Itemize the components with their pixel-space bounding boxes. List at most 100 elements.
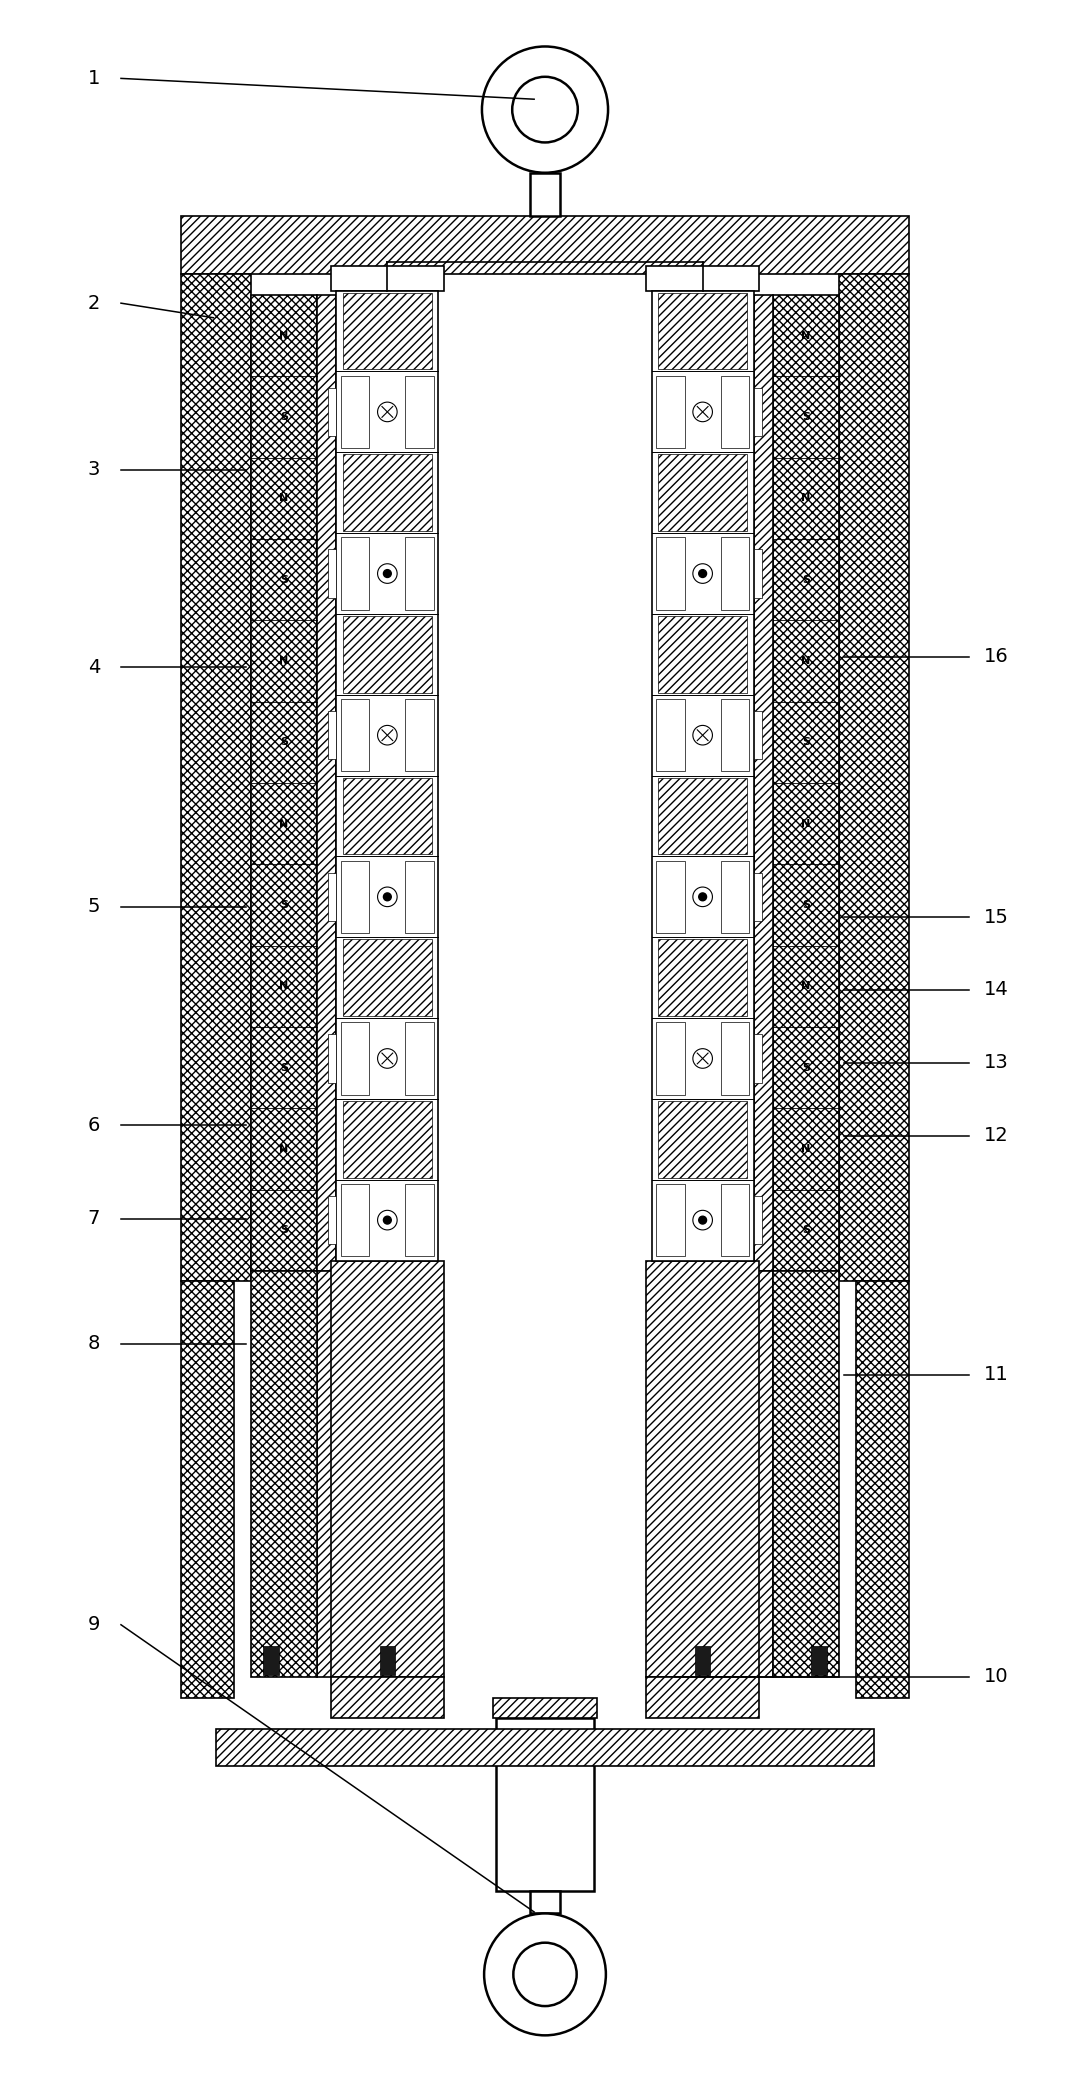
Bar	[652, 290, 754, 1261]
Bar	[340, 861, 370, 934]
Bar	[496, 1719, 594, 1890]
Bar	[328, 1196, 336, 1244]
Text: N: N	[279, 982, 289, 992]
Text: S: S	[802, 1063, 810, 1073]
Bar	[811, 1646, 826, 1676]
Bar	[720, 698, 750, 771]
Bar	[720, 538, 750, 611]
Bar	[252, 294, 317, 1271]
Bar	[340, 538, 370, 611]
Bar	[720, 375, 750, 448]
Bar	[658, 454, 748, 531]
Text: S: S	[802, 575, 810, 584]
Bar	[773, 1271, 838, 1678]
Bar	[754, 1034, 762, 1084]
Text: N: N	[801, 1144, 811, 1155]
Bar	[342, 617, 432, 692]
Text: S: S	[280, 413, 288, 421]
Ellipse shape	[693, 402, 713, 421]
Text: 1: 1	[87, 69, 100, 88]
Text: N: N	[279, 494, 289, 502]
Text: 8: 8	[87, 1334, 100, 1353]
Ellipse shape	[377, 565, 397, 584]
Bar	[405, 861, 434, 934]
Bar	[405, 375, 434, 448]
Text: 12: 12	[984, 1125, 1008, 1144]
Bar	[754, 873, 762, 921]
Ellipse shape	[693, 888, 713, 907]
Bar	[646, 1678, 759, 1719]
Text: 6: 6	[87, 1115, 100, 1136]
Text: S: S	[802, 738, 810, 748]
Ellipse shape	[377, 1048, 397, 1069]
Bar	[340, 375, 370, 448]
Text: S: S	[802, 1225, 810, 1236]
Bar	[336, 290, 438, 1261]
Bar	[317, 1271, 336, 1678]
Text: S: S	[280, 738, 288, 748]
Bar	[252, 1271, 317, 1678]
Bar	[342, 777, 432, 854]
Bar	[328, 1034, 336, 1084]
Ellipse shape	[377, 1211, 397, 1230]
Text: S: S	[280, 1225, 288, 1236]
Ellipse shape	[512, 77, 578, 142]
Ellipse shape	[377, 725, 397, 744]
Ellipse shape	[377, 402, 397, 421]
Text: N: N	[801, 819, 811, 829]
Bar	[342, 292, 432, 369]
Bar	[658, 617, 748, 692]
Ellipse shape	[693, 1048, 713, 1069]
Text: N: N	[801, 982, 811, 992]
Text: N: N	[801, 331, 811, 340]
Bar	[754, 388, 762, 436]
Bar	[328, 388, 336, 436]
Bar	[658, 777, 748, 854]
Bar	[405, 1023, 434, 1094]
Bar	[857, 1282, 909, 1698]
Ellipse shape	[693, 1211, 713, 1230]
Ellipse shape	[384, 569, 391, 577]
Text: 5: 5	[87, 898, 100, 917]
Text: 3: 3	[87, 461, 100, 479]
Ellipse shape	[699, 1217, 706, 1223]
Bar	[331, 1261, 444, 1678]
Bar	[754, 1271, 773, 1678]
Bar	[754, 711, 762, 759]
Text: S: S	[280, 900, 288, 911]
Bar	[342, 454, 432, 531]
Bar	[331, 265, 444, 290]
Bar	[754, 294, 773, 1271]
Bar	[695, 1646, 711, 1676]
Bar	[773, 294, 838, 1271]
Text: 4: 4	[87, 659, 100, 677]
Ellipse shape	[693, 565, 713, 584]
Bar	[656, 698, 685, 771]
Bar	[530, 173, 560, 217]
Bar	[328, 873, 336, 921]
Bar	[754, 1196, 762, 1244]
Bar	[340, 698, 370, 771]
Bar	[328, 711, 336, 759]
Bar	[656, 1184, 685, 1257]
Text: 14: 14	[984, 979, 1008, 1000]
Ellipse shape	[693, 725, 713, 744]
Bar	[656, 861, 685, 934]
Text: 13: 13	[984, 1052, 1008, 1073]
Ellipse shape	[484, 1913, 606, 2036]
Text: N: N	[801, 656, 811, 667]
Bar	[181, 1282, 233, 1698]
Bar	[405, 1184, 434, 1257]
Bar	[342, 1100, 432, 1177]
Bar	[658, 292, 748, 369]
Bar	[658, 940, 748, 1017]
Bar	[656, 538, 685, 611]
Bar	[328, 550, 336, 598]
Bar	[317, 294, 336, 1271]
Text: 15: 15	[984, 909, 1008, 927]
Bar	[646, 265, 759, 290]
Bar	[405, 538, 434, 611]
Ellipse shape	[384, 1217, 391, 1223]
Text: N: N	[279, 656, 289, 667]
Text: N: N	[279, 331, 289, 340]
